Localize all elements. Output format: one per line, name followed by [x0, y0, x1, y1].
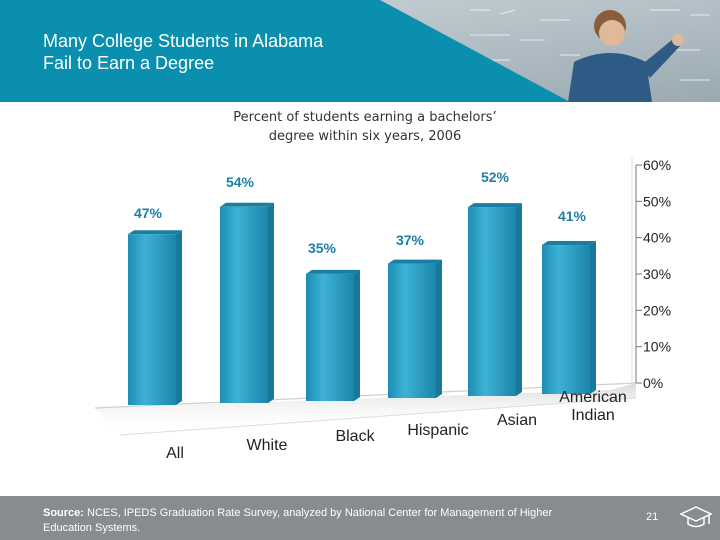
- value-labels: 47% 54% 35% 37% 52% 41%: [134, 169, 587, 256]
- category-labels: All White Black Hispanic Asian American Indian: [166, 389, 627, 462]
- bar-top: [468, 203, 522, 208]
- bars: [128, 202, 596, 405]
- header-background: [0, 0, 720, 102]
- bar-hispanic: [388, 259, 442, 398]
- bar-front: [306, 273, 354, 401]
- value-label: 37%: [396, 232, 425, 248]
- category-label: All: [166, 445, 184, 462]
- y-tick-label: 60%: [643, 157, 671, 173]
- bar-front: [542, 245, 590, 394]
- value-label: 41%: [558, 208, 587, 224]
- bar-front: [220, 206, 268, 403]
- header-banner: Many College Students in Alabama Fail to…: [0, 0, 720, 102]
- y-tick-label: 50%: [643, 193, 671, 209]
- category-label: Asian: [497, 412, 537, 429]
- bar-top: [128, 230, 182, 235]
- source-text: NCES, IPEDS Graduation Rate Survey, anal…: [43, 507, 553, 534]
- chart-title: Percent of students earning a bachelors’…: [190, 108, 540, 146]
- category-label: White: [247, 437, 288, 454]
- y-tick-label: 0%: [643, 375, 663, 391]
- bar-side: [436, 259, 442, 398]
- page-number: 21: [646, 511, 659, 523]
- bar-side: [516, 203, 522, 396]
- chart-title-line-2: degree within six years, 2006: [268, 129, 462, 144]
- graduation-cap-icon: [680, 506, 712, 528]
- source-label: Source:: [43, 507, 84, 519]
- y-tick-label: 30%: [643, 266, 671, 282]
- bar-front: [468, 207, 516, 396]
- value-label: 52%: [481, 169, 510, 185]
- student-photo: [568, 10, 684, 102]
- y-tick-label: 20%: [643, 302, 671, 318]
- chalk-writing: [470, 9, 710, 81]
- bar-white: [220, 202, 274, 403]
- y-tick-label: 40%: [643, 230, 671, 246]
- bar-asian: [468, 203, 522, 396]
- bar-side: [268, 202, 274, 403]
- bar-all: [128, 230, 182, 405]
- source-note: Source: NCES, IPEDS Graduation Rate Surv…: [43, 506, 603, 536]
- chart-title-line-1: Percent of students earning a bachelors’: [233, 110, 497, 125]
- floor-front-edge: [119, 397, 637, 436]
- bar-black: [306, 269, 360, 401]
- bar-chart: 0%10%20%30%40%50%60% 47%54%35% 37%52%41% …: [94, 157, 671, 462]
- bar-side: [176, 230, 182, 405]
- bar-american-indian: [542, 241, 596, 394]
- bar-top: [388, 259, 442, 264]
- bar-front: [388, 263, 436, 398]
- category-label: Hispanic: [407, 422, 468, 439]
- value-label: 35%: [308, 240, 337, 256]
- category-label: American Indian: [559, 389, 627, 424]
- category-label: Black: [335, 428, 375, 445]
- title-band: [0, 0, 570, 102]
- value-label: 47%: [134, 205, 163, 221]
- slide-title: Many College Students in Alabama Fail to…: [43, 31, 324, 73]
- bar-side: [590, 241, 596, 394]
- y-tick-label: 10%: [643, 339, 671, 355]
- footer: Source: NCES, IPEDS Graduation Rate Surv…: [0, 496, 720, 540]
- bar-top: [220, 202, 274, 207]
- bar-top: [542, 241, 596, 246]
- bar-front: [128, 234, 176, 405]
- y-axis: 0% 10% 20% 30% 40% 50% 60%: [631, 157, 671, 391]
- bar-top: [306, 269, 360, 274]
- value-label: 54%: [226, 174, 255, 190]
- bar-side: [354, 269, 360, 401]
